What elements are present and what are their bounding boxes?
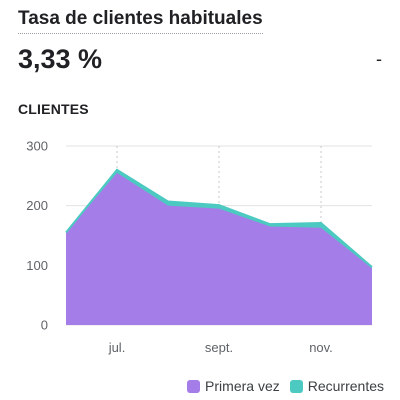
legend-item-recurrentes[interactable]: Recurrentes [289,378,384,394]
x-tick-label-1: sept. [205,340,233,355]
series-area-primera-vez [66,172,372,325]
y-tick-label-200: 200 [26,198,48,213]
card-title[interactable]: Tasa de clientes habituales [18,8,263,34]
legend-item-primera-vez[interactable]: Primera vez [187,378,280,394]
y-tick-label-0: 0 [41,318,48,333]
legend-label-primera-vez: Primera vez [205,378,280,394]
legend-label-recurrentes: Recurrentes [307,378,384,394]
y-tick-label-300: 300 [26,139,48,154]
x-tick-label-2: nov. [309,340,333,355]
chart-title: CLIENTES [18,101,89,117]
y-tick-label-100: 100 [26,258,48,273]
metric-value: 3,33 % [18,44,103,74]
series-line-recurrentes [65,168,373,268]
metric-delta: - [376,49,382,69]
legend-swatch-primera-vez [187,379,201,393]
chart-legend: Primera vez Recurrentes [177,378,384,394]
x-tick-label-0: jul. [108,340,126,355]
legend-swatch-recurrentes [289,379,303,393]
